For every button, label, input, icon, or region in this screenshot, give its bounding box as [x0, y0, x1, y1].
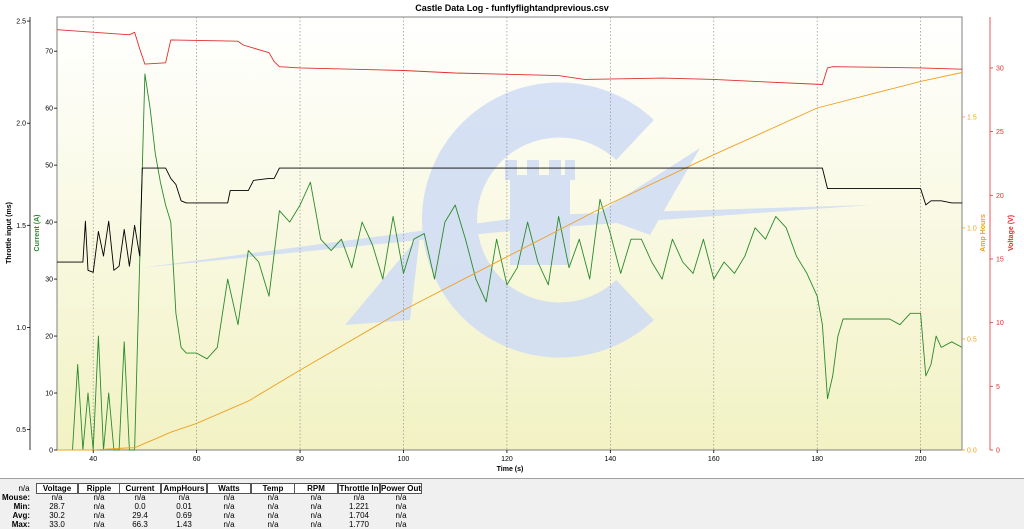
stats-cell: 0.69	[176, 511, 192, 520]
stats-cell: n/a	[267, 520, 279, 529]
stats-cell: n/a	[310, 502, 322, 511]
amphours-tick-label: 0.0	[967, 448, 977, 455]
amphours-tick-label: 1.0	[967, 225, 977, 232]
voltage-series-line	[56, 29, 963, 85]
stats-cell: n/a	[267, 493, 279, 502]
stats-cell: 30.2	[49, 511, 65, 520]
stats-cell: n/a	[310, 493, 322, 502]
stats-row-label: Min:	[13, 502, 30, 511]
stats-cell: 1.770	[348, 520, 370, 529]
voltage-tick-label: 15	[996, 256, 1004, 263]
stats-cell: n/a	[353, 493, 365, 502]
amphours-axis-label: Amp Hours	[980, 214, 987, 252]
grid	[92, 17, 921, 450]
current-tick-label: 40	[45, 220, 53, 227]
current-series-line	[57, 73, 963, 451]
voltage-tick-label: 10	[996, 320, 1004, 327]
throttle-tick-label: 0.5	[16, 427, 26, 434]
stats-cell: 1.221	[348, 502, 370, 511]
voltage-tick-label: 0	[996, 448, 1000, 455]
throttle-tick-label: 2.0	[16, 121, 26, 128]
current-tick-label: 70	[45, 49, 53, 56]
amphours-tick-label: 1.5	[967, 114, 977, 121]
stats-column-header[interactable]: Voltage	[36, 483, 78, 494]
stats-column-header[interactable]: RPM	[294, 483, 338, 494]
x-tick-label: 120	[501, 456, 513, 463]
voltage-tick-label: 5	[996, 384, 1000, 391]
watermark-logo	[140, 82, 870, 358]
voltage-tick-label: 20	[996, 193, 1004, 200]
throttle-tick-label: 1.5	[16, 223, 26, 230]
x-tick-label: 160	[708, 456, 720, 463]
throttle-in-series-line	[57, 167, 962, 273]
chart-title: Castle Data Log - funflyflightandpreviou…	[415, 3, 609, 13]
series-layer	[56, 29, 963, 451]
x-tick-label: 200	[915, 456, 927, 463]
x-tick-label: 40	[89, 456, 97, 463]
stats-column-header[interactable]: AmpHours	[161, 483, 207, 494]
stats-column-header[interactable]: Watts	[207, 483, 251, 494]
plot-area	[56, 16, 963, 451]
stats-cell: n/a	[395, 520, 407, 529]
stats-cell: 33.0	[49, 520, 65, 529]
stats-cell: 29.4	[132, 511, 148, 520]
stats-cell: n/a	[134, 493, 146, 502]
chart[interactable]: 40 60 80 100 120 140 160 180 2000.51.01.52.02.50…	[0, 0, 1024, 478]
stats-cell: n/a	[93, 520, 105, 529]
stats-table: n/a Voltage Ripple Current AmpHours Watts Tem…	[0, 478, 1024, 529]
stats-row-label: Mouse:	[2, 493, 30, 502]
x-tick-label: 60	[193, 456, 201, 463]
stats-cell: n/a	[93, 502, 105, 511]
x-tick-label: 180	[811, 456, 823, 463]
stats-row-label: Avg:	[12, 511, 30, 520]
stats-cell: n/a	[51, 493, 63, 502]
stats-cell: 66.3	[132, 520, 148, 529]
x-tick-label: 80	[296, 456, 304, 463]
stats-cell: n/a	[223, 502, 235, 511]
stats-column-header[interactable]: Power Out	[380, 483, 422, 494]
x-tick-label: 100	[398, 456, 410, 463]
throttle-tick-label: 2.5	[16, 19, 26, 26]
current-tick-label: 20	[45, 334, 53, 341]
stats-cell: n/a	[395, 511, 407, 520]
stats-column-header[interactable]: Throttle In	[338, 483, 380, 494]
amphours-tick-label: 0.5	[967, 336, 977, 343]
voltage-tick-label: 25	[996, 129, 1004, 136]
stats-row-label: Max:	[11, 520, 30, 529]
stats-cell: 28.7	[49, 502, 65, 511]
voltage-axis-label: Voltage (V)	[1008, 215, 1015, 251]
stats-cell: n/a	[267, 511, 279, 520]
stats-cell: n/a	[223, 520, 235, 529]
stats-cell: n/a	[310, 520, 322, 529]
amphours-series-line	[57, 72, 963, 451]
stats-cell: n/a	[267, 502, 279, 511]
stats-cell: n/a	[93, 511, 105, 520]
stats-cell: n/a	[310, 511, 322, 520]
axes-layer: 40 60 80 100 120 140 160 180 2000.51.01.52.02.50…	[16, 17, 1004, 463]
stats-cell: n/a	[178, 493, 190, 502]
voltage-tick-label: 30	[996, 65, 1004, 72]
stats-cell: 0.01	[176, 502, 192, 511]
stats-cell: 1.43	[176, 520, 192, 529]
stats-cell: 1.704	[348, 511, 370, 520]
x-axis-label: Time (s)	[497, 466, 524, 473]
stats-cell: n/a	[395, 493, 407, 502]
current-tick-label: 30	[45, 277, 53, 284]
stats-cell: n/a	[223, 493, 235, 502]
x-tick-label: 140	[604, 456, 616, 463]
stats-cell: n/a	[223, 511, 235, 520]
current-tick-label: 50	[45, 163, 53, 170]
stats-cell: n/a	[93, 493, 105, 502]
current-axis-label: Current (A)	[34, 215, 41, 252]
throttle-tick-label: 1.0	[16, 325, 26, 332]
throttle-axis-label: Throttle input (ms)	[6, 202, 13, 264]
current-tick-label: 0	[49, 448, 53, 455]
stats-corner: n/a	[18, 484, 30, 493]
stats-column-header[interactable]: Current	[119, 483, 161, 494]
stats-cell: 0.0	[134, 502, 146, 511]
stats-cell: n/a	[395, 502, 407, 511]
current-tick-label: 60	[45, 106, 53, 113]
current-tick-label: 10	[45, 391, 53, 398]
